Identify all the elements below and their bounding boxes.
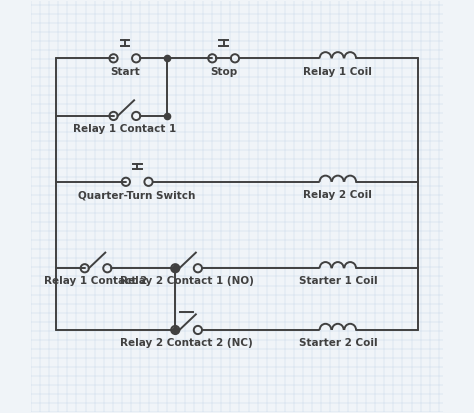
Text: Starter 1 Coil: Starter 1 Coil [299, 276, 377, 287]
Text: Relay 1 Coil: Relay 1 Coil [303, 66, 372, 76]
Text: Start: Start [110, 66, 140, 76]
Text: Relay 1 Contact 1: Relay 1 Contact 1 [73, 124, 176, 134]
Text: Relay 2 Contact 2 (NC): Relay 2 Contact 2 (NC) [120, 338, 253, 348]
Text: Stop: Stop [210, 66, 237, 76]
Text: Quarter-Turn Switch: Quarter-Turn Switch [79, 190, 196, 200]
Text: Relay 2 Contact 1 (NO): Relay 2 Contact 1 (NO) [119, 276, 254, 287]
Text: Relay 2 Coil: Relay 2 Coil [303, 190, 372, 200]
Text: Relay 1 Contact 2: Relay 1 Contact 2 [45, 276, 147, 287]
Text: Starter 2 Coil: Starter 2 Coil [299, 338, 377, 348]
